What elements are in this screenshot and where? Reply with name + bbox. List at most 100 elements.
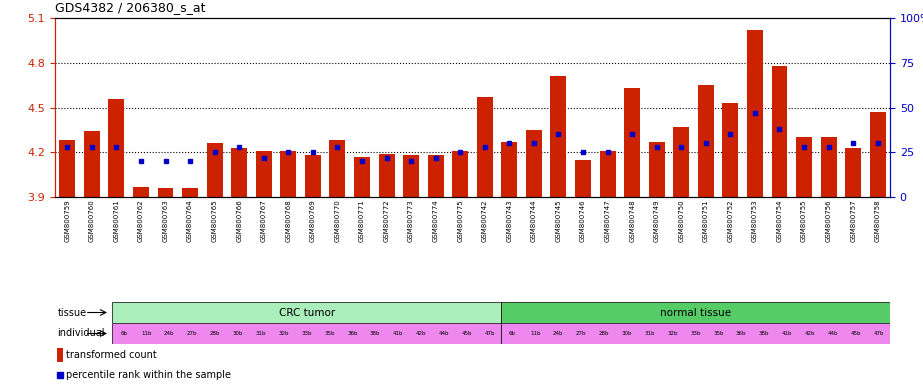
Bar bbox=[113, 323, 501, 344]
Text: GSM800765: GSM800765 bbox=[211, 199, 218, 242]
Text: 45b: 45b bbox=[850, 331, 861, 336]
Text: 38b: 38b bbox=[370, 331, 380, 336]
Bar bbox=[501, 323, 890, 344]
Text: normal tissue: normal tissue bbox=[660, 308, 731, 318]
Text: 36b: 36b bbox=[347, 331, 357, 336]
Text: 44b: 44b bbox=[828, 331, 838, 336]
Bar bbox=[403, 155, 419, 197]
Text: GSM800769: GSM800769 bbox=[310, 199, 316, 242]
Bar bbox=[624, 88, 641, 197]
Text: GSM800771: GSM800771 bbox=[359, 199, 365, 242]
Text: 47b: 47b bbox=[485, 331, 495, 336]
Text: 41b: 41b bbox=[393, 331, 403, 336]
Bar bbox=[796, 137, 812, 197]
Bar bbox=[378, 154, 394, 197]
Text: GSM800762: GSM800762 bbox=[138, 199, 144, 242]
Text: 42b: 42b bbox=[415, 331, 426, 336]
Text: GSM800754: GSM800754 bbox=[776, 199, 783, 242]
Bar bbox=[113, 302, 501, 323]
Text: 31b: 31b bbox=[256, 331, 266, 336]
Text: GSM800751: GSM800751 bbox=[702, 199, 709, 242]
Text: 30b: 30b bbox=[233, 331, 244, 336]
Text: GSM800774: GSM800774 bbox=[433, 199, 438, 242]
Text: GSM800748: GSM800748 bbox=[629, 199, 635, 242]
Bar bbox=[575, 160, 591, 197]
Text: 24b: 24b bbox=[553, 331, 564, 336]
Text: GSM800750: GSM800750 bbox=[678, 199, 684, 242]
Bar bbox=[133, 187, 149, 197]
Bar bbox=[477, 97, 493, 197]
Text: GSM800768: GSM800768 bbox=[285, 199, 292, 242]
Text: GSM800744: GSM800744 bbox=[531, 199, 537, 242]
Text: 27b: 27b bbox=[576, 331, 586, 336]
Bar bbox=[526, 130, 542, 197]
Text: 6b: 6b bbox=[509, 331, 516, 336]
Text: GSM800747: GSM800747 bbox=[605, 199, 611, 242]
Text: GSM800760: GSM800760 bbox=[89, 199, 95, 242]
Text: CRC tumor: CRC tumor bbox=[279, 308, 335, 318]
Text: GSM800742: GSM800742 bbox=[482, 199, 487, 242]
Text: 11b: 11b bbox=[530, 331, 541, 336]
Bar bbox=[649, 142, 665, 197]
Text: 36b: 36b bbox=[736, 331, 747, 336]
Bar bbox=[772, 66, 787, 197]
Bar bbox=[452, 151, 468, 197]
Text: 45b: 45b bbox=[462, 331, 472, 336]
Text: GSM800752: GSM800752 bbox=[727, 199, 734, 242]
Text: 28b: 28b bbox=[210, 331, 221, 336]
Text: 24b: 24b bbox=[164, 331, 174, 336]
Text: 31b: 31b bbox=[644, 331, 655, 336]
Text: GSM800746: GSM800746 bbox=[580, 199, 586, 242]
Bar bbox=[182, 188, 198, 197]
Bar bbox=[281, 151, 296, 197]
Text: 33b: 33b bbox=[302, 331, 312, 336]
Text: 35b: 35b bbox=[324, 331, 335, 336]
Bar bbox=[845, 148, 861, 197]
Text: 41b: 41b bbox=[782, 331, 792, 336]
Text: 47b: 47b bbox=[873, 331, 884, 336]
Text: 30b: 30b bbox=[622, 331, 632, 336]
Text: 11b: 11b bbox=[141, 331, 151, 336]
Text: GSM800766: GSM800766 bbox=[236, 199, 242, 242]
Bar bbox=[869, 112, 886, 197]
Bar bbox=[256, 151, 271, 197]
Bar bbox=[673, 127, 689, 197]
Bar bbox=[59, 140, 76, 197]
Bar bbox=[108, 99, 125, 197]
Text: transformed count: transformed count bbox=[66, 350, 157, 360]
Bar bbox=[207, 143, 222, 197]
Bar bbox=[501, 142, 517, 197]
Text: GSM800763: GSM800763 bbox=[162, 199, 169, 242]
Bar bbox=[600, 151, 616, 197]
Bar bbox=[84, 131, 100, 197]
Text: GSM800753: GSM800753 bbox=[752, 199, 758, 242]
Text: 32b: 32b bbox=[279, 331, 289, 336]
Text: GSM800755: GSM800755 bbox=[801, 199, 807, 242]
Text: 35b: 35b bbox=[713, 331, 724, 336]
Text: GSM800758: GSM800758 bbox=[875, 199, 881, 242]
Bar bbox=[305, 155, 321, 197]
Text: GSM800764: GSM800764 bbox=[187, 199, 193, 242]
Text: tissue: tissue bbox=[57, 308, 87, 318]
Text: GSM800749: GSM800749 bbox=[653, 199, 660, 242]
Text: GSM800743: GSM800743 bbox=[507, 199, 512, 242]
Bar bbox=[723, 103, 738, 197]
Bar bbox=[821, 137, 836, 197]
Text: 33b: 33b bbox=[690, 331, 701, 336]
Bar bbox=[330, 140, 345, 197]
Text: 38b: 38b bbox=[759, 331, 770, 336]
Text: GDS4382 / 206380_s_at: GDS4382 / 206380_s_at bbox=[55, 1, 206, 14]
Text: 27b: 27b bbox=[187, 331, 198, 336]
Text: 44b: 44b bbox=[438, 331, 450, 336]
Text: GSM800761: GSM800761 bbox=[114, 199, 119, 242]
Bar bbox=[231, 148, 247, 197]
Text: GSM800757: GSM800757 bbox=[850, 199, 857, 242]
Text: 32b: 32b bbox=[667, 331, 677, 336]
Text: 42b: 42b bbox=[805, 331, 815, 336]
Text: GSM800773: GSM800773 bbox=[408, 199, 414, 242]
Text: 6b: 6b bbox=[120, 331, 127, 336]
Bar bbox=[158, 188, 174, 197]
Text: GSM800772: GSM800772 bbox=[384, 199, 390, 242]
Text: GSM800756: GSM800756 bbox=[825, 199, 832, 242]
Bar bbox=[57, 348, 63, 362]
